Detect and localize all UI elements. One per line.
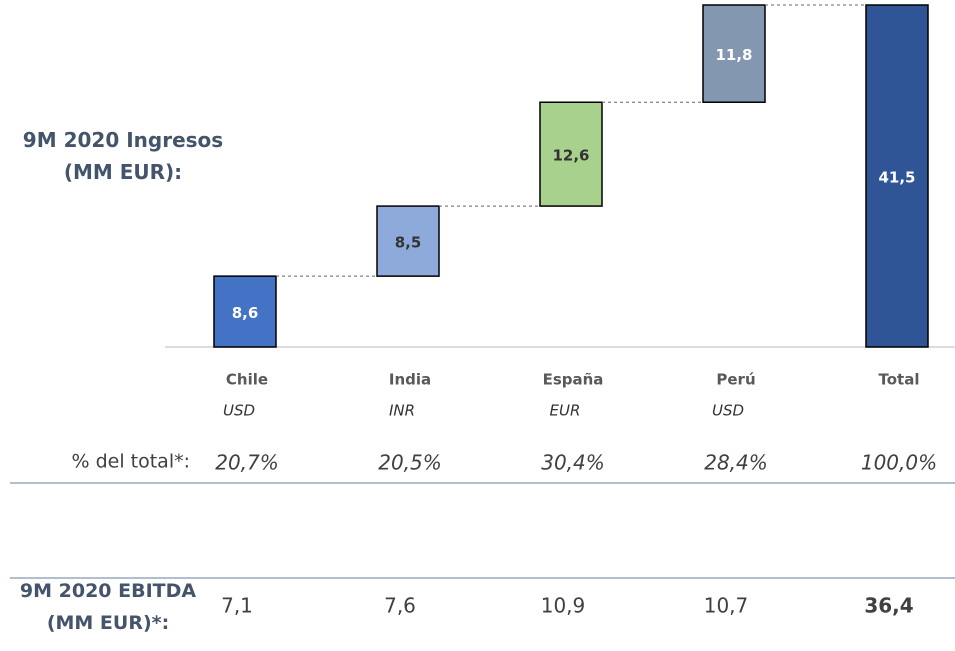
share-value: 100,0% — [861, 451, 937, 475]
ebitda-label: 9M 2020 EBITDA (MM EUR)*: — [19, 580, 197, 634]
bar — [376, 205, 440, 277]
bar — [213, 275, 277, 348]
bar-value-label: 8,5 — [395, 234, 422, 252]
share-value: 20,7% — [215, 451, 279, 475]
ebitda-value: 36,4 — [864, 594, 913, 618]
ebitda-value: 10,7 — [704, 594, 749, 618]
bar-value-label: 8,6 — [232, 304, 259, 322]
bar-value-label: 11,8 — [715, 46, 752, 64]
bar — [865, 4, 929, 348]
category-label: España — [543, 371, 604, 389]
share-value: 28,4% — [704, 451, 768, 475]
currency-label: EUR — [550, 402, 581, 420]
currency-label: USD — [223, 402, 255, 420]
share-value: 20,5% — [378, 451, 442, 475]
bar — [702, 4, 766, 103]
category-label: Chile — [226, 371, 268, 389]
share-value: 30,4% — [541, 451, 605, 475]
currency-label: USD — [712, 402, 744, 420]
share-label: % del total*: — [71, 451, 190, 473]
ebitda-value: 7,6 — [384, 594, 416, 618]
ebitda-value: 10,9 — [541, 594, 586, 618]
ebitda-value: 7,1 — [221, 594, 253, 618]
chart-title: 9M 2020 Ingresos (MM EUR): — [22, 128, 224, 184]
bar-value-label: 41,5 — [878, 169, 915, 187]
category-label: India — [389, 371, 431, 389]
currency-label: INR — [389, 402, 415, 420]
category-label: Perú — [716, 371, 755, 389]
bar-value-label: 12,6 — [552, 147, 589, 165]
bar — [539, 101, 603, 207]
category-label: Total — [879, 371, 920, 389]
